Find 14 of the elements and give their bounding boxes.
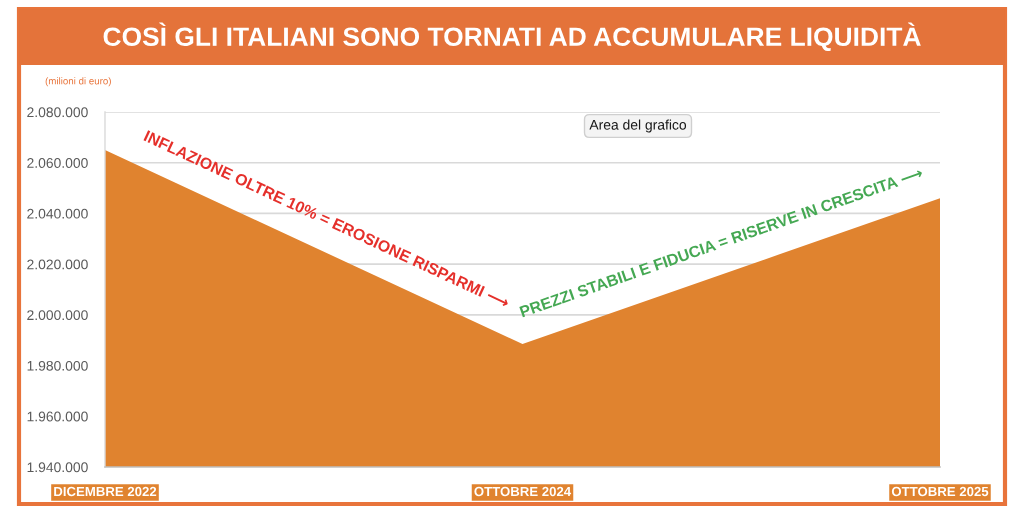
annotation: Area del grafico: [589, 119, 687, 133]
y-tick-label: 2.000.000: [27, 310, 88, 321]
y-tick-label: 1.980.000: [27, 360, 88, 371]
x-tick-label: DICEMBRE 2022: [54, 486, 157, 497]
x-tick-label: OTTOBRE 2025: [891, 486, 989, 497]
y-tick-label: 2.040.000: [27, 208, 88, 219]
y-tick-label: 1.940.000: [27, 462, 88, 473]
y-tick-label: 2.080.000: [27, 107, 88, 118]
y-axis-title: (milioni di euro): [45, 77, 111, 87]
y-tick-label: 2.060.000: [27, 158, 88, 168]
y-tick-label: 1.960.000: [27, 411, 88, 422]
chart-title: COSÌ GLI ITALIANI SONO TORNATI AD ACCUMULARE LIQUIDITÀ: [103, 22, 921, 51]
y-tick-label: 2.020.000: [27, 259, 88, 270]
x-tick-label: OTTOBRE 2024: [474, 486, 572, 497]
